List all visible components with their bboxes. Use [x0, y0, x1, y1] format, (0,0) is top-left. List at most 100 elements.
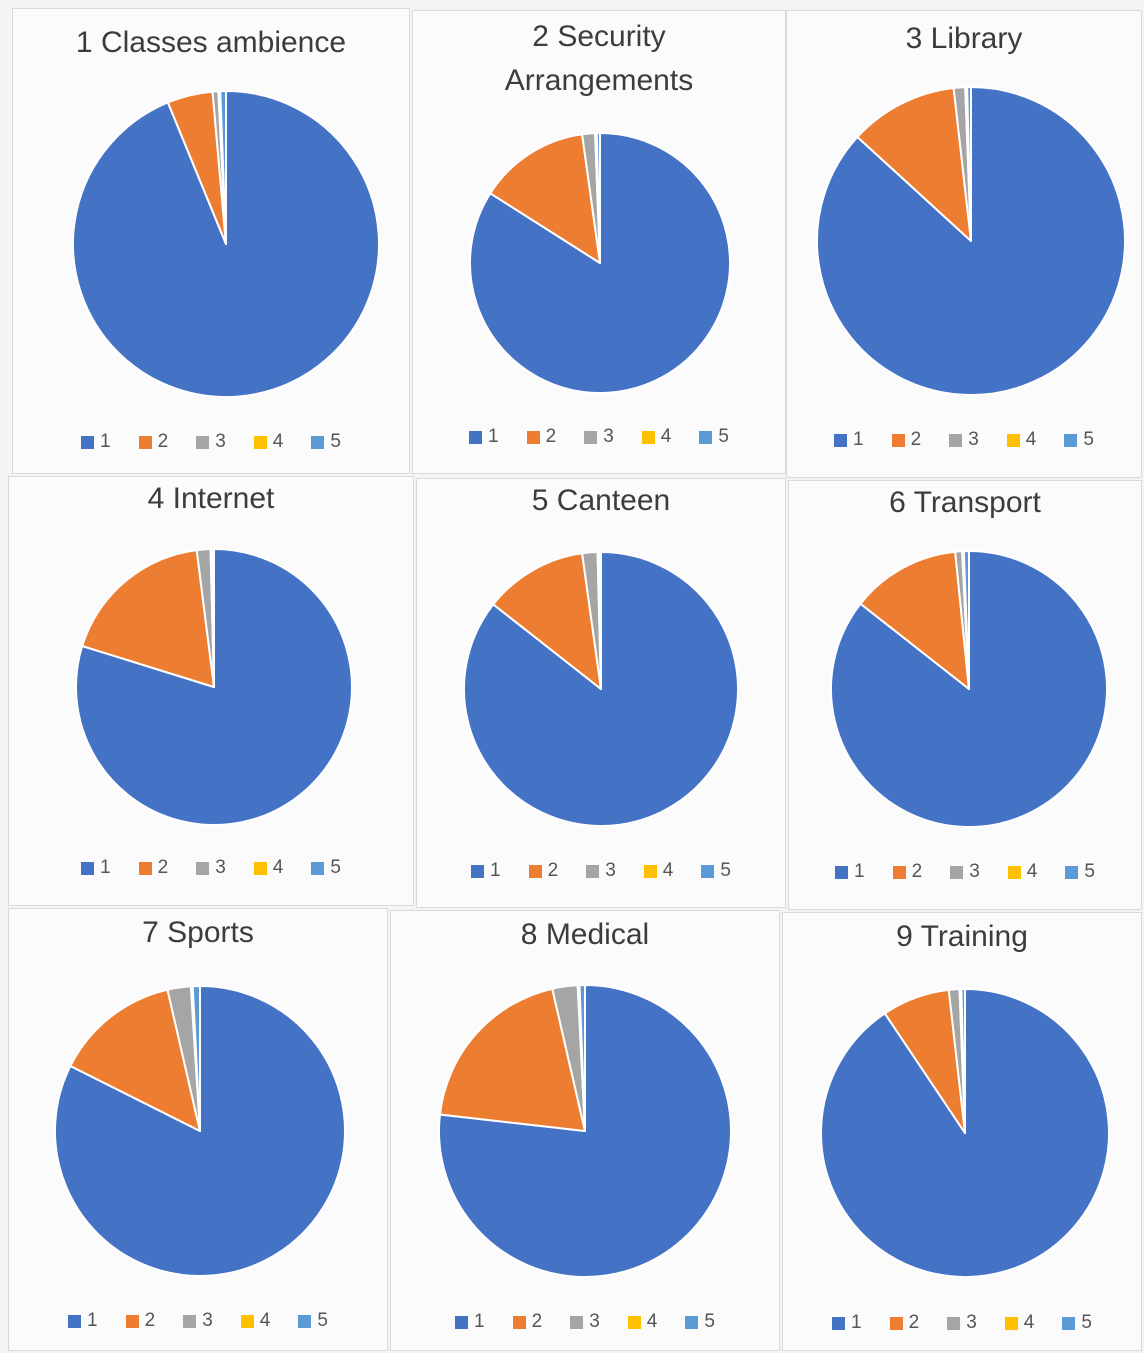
- legend-label: 2: [531, 1311, 543, 1332]
- legend-label: 1: [100, 431, 111, 452]
- legend-item-4: 4: [643, 860, 674, 882]
- legend-label: 3: [969, 861, 980, 882]
- legend-item-1: 1: [469, 426, 499, 448]
- legend-item-4: 4: [1004, 1312, 1035, 1334]
- legend-item-4: 4: [641, 426, 672, 448]
- legend-item-3: 3: [586, 860, 616, 882]
- legend-swatch: [81, 861, 95, 875]
- legend-label: 1: [854, 861, 865, 882]
- chart-title: 5 Canteen: [531, 484, 671, 517]
- chart-panel-6-transport: 6 Transport 1 2 3 4 5: [788, 480, 1142, 910]
- legend-label: 4: [259, 1310, 271, 1331]
- legend-item-3: 3: [196, 857, 226, 879]
- pie-chart: [463, 550, 739, 827]
- legend-label: 3: [215, 431, 226, 452]
- legend-label: 2: [910, 429, 922, 450]
- legend-item-1: 1: [834, 429, 864, 451]
- chart-title: 6 Transport: [889, 486, 1041, 519]
- legend-item-1: 1: [835, 861, 865, 883]
- legend-label: 4: [662, 860, 674, 881]
- legend-swatch: [584, 430, 598, 444]
- legend-swatch: [1007, 865, 1021, 879]
- legend-swatch: [699, 430, 713, 444]
- legend-label: 1: [87, 1310, 98, 1331]
- legend-item-2: 2: [892, 861, 923, 883]
- chart-panel-9-training: 9 Training 1 2 3 4 5: [782, 912, 1142, 1351]
- pie-slice-2: [492, 552, 602, 690]
- legend-label: 2: [911, 861, 923, 882]
- pie-chart: [819, 988, 1110, 1278]
- legend-swatch: [138, 861, 152, 875]
- legend-swatch: [240, 1314, 254, 1328]
- legend-swatch: [1064, 433, 1078, 447]
- chart-title: 3 Library: [905, 22, 1023, 55]
- legend-swatch: [835, 865, 849, 879]
- legend-swatch: [685, 1315, 699, 1329]
- legend-swatch: [1062, 1316, 1076, 1330]
- legend-label: 5: [1081, 1312, 1092, 1333]
- legend-swatch: [298, 1314, 312, 1328]
- chart-panel-1-classes-ambience: 1 Classes ambience 1 2 3 4 5: [12, 8, 410, 474]
- chart-title: 7 Sports: [142, 916, 254, 949]
- legend-label: 4: [646, 1311, 658, 1332]
- legend-swatch: [586, 864, 600, 878]
- pie-slice-2: [856, 86, 972, 242]
- pie-slice-1: [54, 985, 346, 1277]
- legend-item-1: 1: [81, 857, 111, 879]
- chart-legend: 1 2 3 4 5: [9, 1306, 387, 1336]
- pie-slice-5: [191, 984, 201, 1132]
- legend-label: 5: [1084, 861, 1095, 882]
- legend-swatch: [950, 865, 964, 879]
- pie-slice-2: [859, 550, 970, 690]
- pie-chart: [75, 547, 353, 826]
- pie-slice-5: [219, 90, 227, 245]
- legend-label: 4: [1023, 1312, 1035, 1333]
- legend-item-5: 5: [1062, 1312, 1092, 1334]
- legend-swatch: [834, 433, 848, 447]
- legend-swatch: [570, 1315, 584, 1329]
- pie-slice-5: [966, 86, 972, 242]
- legend-swatch: [455, 1315, 469, 1329]
- legend-label: 5: [330, 857, 341, 878]
- chart-title: 1 Classes ambience: [75, 26, 347, 59]
- legend-label: 5: [317, 1310, 328, 1331]
- legend-label: 2: [545, 426, 557, 447]
- pie-chart: [830, 550, 1108, 828]
- legend-label: 5: [330, 431, 341, 452]
- legend-swatch: [891, 433, 905, 447]
- pie-chart: [72, 90, 380, 398]
- chart-panel-4-internet: 4 Internet 1 2 3 4 5: [8, 476, 414, 906]
- legend-label: 3: [215, 857, 226, 878]
- legend-item-4: 4: [1006, 429, 1036, 451]
- legend-swatch: [196, 861, 210, 875]
- chart-title: 9 Training: [896, 920, 1028, 953]
- pie-slice-5: [962, 550, 970, 690]
- pie-slice-5: [598, 550, 602, 690]
- legend-item-3: 3: [949, 429, 979, 451]
- legend-label: 3: [966, 1312, 977, 1333]
- legend-item-2: 2: [138, 857, 168, 879]
- legend-item-1: 1: [471, 860, 501, 882]
- pie-slice-1: [469, 132, 731, 394]
- chart-legend: 1 2 3 4 5: [9, 853, 413, 883]
- legend-item-1: 1: [455, 1311, 485, 1333]
- legend-item-5: 5: [311, 857, 341, 879]
- legend-item-5: 5: [685, 1311, 715, 1333]
- legend-label: 3: [202, 1310, 213, 1331]
- legend-swatch: [643, 864, 657, 878]
- legend-swatch: [81, 435, 95, 449]
- legend-item-4: 4: [253, 431, 284, 453]
- legend-item-2: 2: [528, 860, 558, 882]
- legend-swatch: [701, 864, 715, 878]
- pie-slice-5: [578, 983, 586, 1132]
- legend-swatch: [832, 1316, 846, 1330]
- chart-panel-3-library: 3 Library 1 2 3 4 5: [786, 10, 1142, 478]
- legend-label: 4: [272, 431, 284, 452]
- legend-label: 3: [605, 860, 616, 881]
- legend-item-2: 2: [125, 1310, 155, 1332]
- legend-item-5: 5: [1064, 429, 1094, 451]
- legend-label: 4: [660, 426, 672, 447]
- legend-item-2: 2: [889, 1312, 919, 1334]
- legend-item-1: 1: [68, 1310, 98, 1332]
